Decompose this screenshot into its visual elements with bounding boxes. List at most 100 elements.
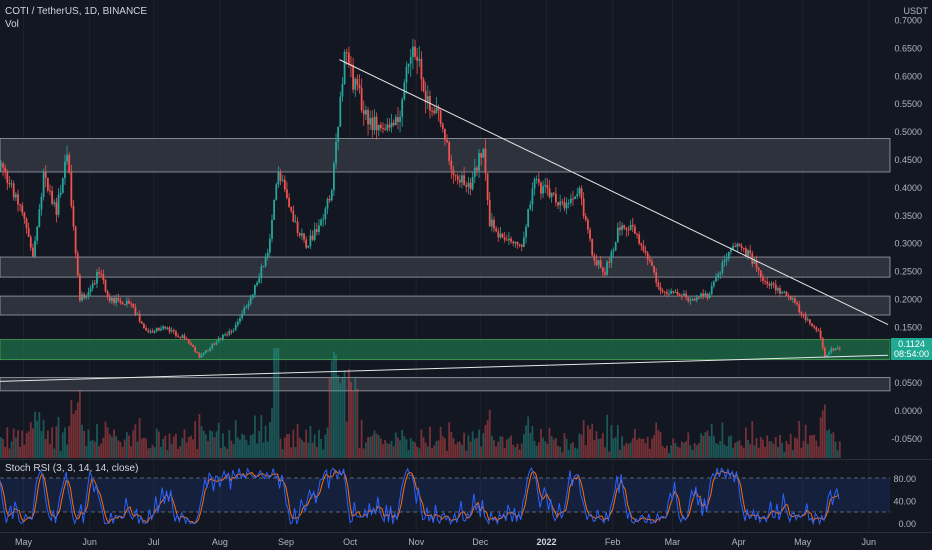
candle-body xyxy=(704,293,707,297)
volume-bar xyxy=(147,448,150,458)
volume-bar xyxy=(580,434,583,458)
stoch-rsi-label[interactable]: Stoch RSI (3, 3, 14, 14, close) xyxy=(5,463,139,474)
volume-bar xyxy=(288,433,290,458)
volume-bar xyxy=(407,450,410,458)
candle-body xyxy=(653,265,655,273)
volume-bar xyxy=(612,438,615,458)
volume-bar xyxy=(377,435,380,458)
volume-bar xyxy=(166,450,169,458)
volume-bar xyxy=(514,447,517,458)
candle-body xyxy=(518,244,521,246)
symbol-title[interactable]: COTI / TetherUS, 1D, BINANCE xyxy=(5,6,148,17)
candle-body xyxy=(59,192,62,195)
volume-bar xyxy=(629,442,632,458)
volume-bar xyxy=(736,441,739,458)
volume-bar xyxy=(352,390,355,458)
candle-body xyxy=(108,296,111,302)
candle-body xyxy=(2,163,4,168)
candle-body xyxy=(42,172,45,197)
candle-body xyxy=(823,348,826,357)
volume-bar xyxy=(354,376,357,458)
candle-body xyxy=(81,294,83,301)
volume-bar xyxy=(311,442,314,458)
volume-bar xyxy=(525,425,527,458)
volume-bar xyxy=(134,424,137,458)
candle-body xyxy=(25,218,28,228)
candle-body xyxy=(10,183,13,185)
candle-body xyxy=(288,197,290,207)
volume-bar xyxy=(674,443,677,458)
candle-body xyxy=(527,209,530,227)
candle-body xyxy=(232,330,235,332)
candle-body xyxy=(796,302,799,305)
volume-bar xyxy=(518,449,521,458)
candle-body xyxy=(251,294,254,298)
volume-bar xyxy=(774,436,777,458)
volume-bar xyxy=(411,441,414,458)
candle-body xyxy=(78,275,81,301)
candle-body xyxy=(747,250,749,257)
candle-body xyxy=(542,186,544,194)
candle-body xyxy=(636,233,638,235)
volume-bar xyxy=(537,442,540,458)
volume-bar xyxy=(202,430,205,458)
volume-bar xyxy=(557,446,559,458)
candle-body xyxy=(211,343,214,349)
candle-body xyxy=(431,110,433,112)
volume-bar xyxy=(706,430,709,458)
volume-bar xyxy=(540,428,542,458)
time-tick-label: Mar xyxy=(665,537,681,547)
volume-bar xyxy=(85,446,88,458)
volume-label[interactable]: Vol xyxy=(5,19,19,30)
time-tick-label: 2022 xyxy=(536,537,556,547)
candle-body xyxy=(444,128,446,141)
volume-bar xyxy=(181,438,184,458)
volume-bar xyxy=(595,431,598,458)
candle-body xyxy=(614,242,617,251)
candle-body xyxy=(482,148,485,158)
volume-bar xyxy=(469,441,472,458)
volume-bar xyxy=(196,448,199,458)
candle-body xyxy=(249,297,252,304)
volume-bar xyxy=(160,446,162,458)
candle-body xyxy=(465,185,468,187)
candle-body xyxy=(774,284,777,291)
candle-body xyxy=(495,228,498,232)
candle-body xyxy=(456,175,459,180)
candle-body xyxy=(234,324,237,331)
candle-body xyxy=(347,52,350,65)
candle-body xyxy=(732,246,734,250)
volume-bar xyxy=(170,443,173,458)
time-axis[interactable]: May Jun Jul Aug Sep Oct Nov Dec 2022 Feb Mar Apr May… xyxy=(15,537,876,547)
candle-body xyxy=(791,298,794,300)
volume-bar xyxy=(668,453,670,458)
volume-bar xyxy=(209,430,211,458)
volume-bar xyxy=(93,441,96,458)
candle-body xyxy=(461,175,463,183)
candle-body xyxy=(200,354,203,358)
volume-bar xyxy=(356,388,359,458)
candle-body xyxy=(307,245,310,248)
candle-body xyxy=(132,303,135,308)
candle-body xyxy=(309,235,312,246)
candle-body xyxy=(742,247,745,249)
volume-bar xyxy=(614,437,617,458)
volume-bar xyxy=(362,448,365,458)
volume-bar xyxy=(303,441,305,458)
candle-body xyxy=(693,299,696,301)
candle-body xyxy=(450,160,453,170)
candle-body xyxy=(369,117,372,125)
candle-body xyxy=(123,304,126,306)
candle-body xyxy=(646,252,649,260)
volume-bar xyxy=(749,444,752,458)
candle-body xyxy=(204,350,207,353)
candle-body xyxy=(730,249,732,252)
volume-bar xyxy=(125,432,128,458)
volume-bar xyxy=(111,436,113,458)
candle-body xyxy=(836,347,839,349)
volume-bar xyxy=(591,423,594,458)
candle-body xyxy=(279,171,282,181)
volume-bar xyxy=(834,441,837,458)
volume-bar xyxy=(277,348,280,458)
